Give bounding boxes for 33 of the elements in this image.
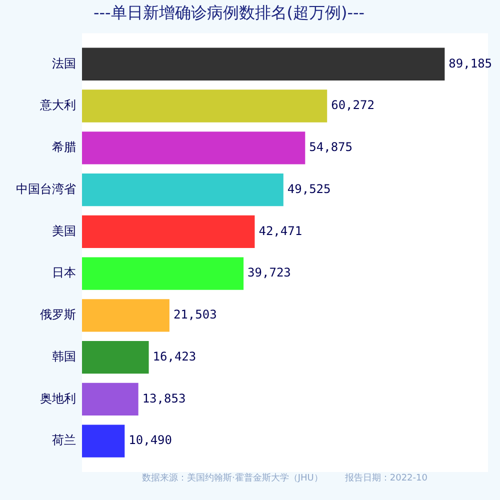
bar	[82, 340, 149, 374]
bar	[82, 424, 125, 458]
bar	[82, 173, 284, 206]
y-tick-label: 韩国	[52, 349, 76, 364]
data-label: 13,853	[142, 391, 186, 406]
data-label: 60,272	[331, 98, 374, 112]
chart-title: ---单日新增确诊病例数排名(超万例)---	[93, 2, 365, 22]
y-tick-label: 中国台湾省	[16, 182, 76, 196]
source-note: 数据来源：美国约翰斯·霍普金斯大学（JHU）	[142, 472, 323, 484]
text: 报告日期：2022-10	[344, 472, 428, 484]
bar	[82, 382, 138, 416]
data-label: 16,423	[152, 349, 196, 364]
y-tick-label: 意大利	[39, 98, 76, 112]
y-tick-label: 荷兰	[52, 433, 76, 448]
data-label: 39,723	[248, 266, 291, 280]
y-tick-label: 俄罗斯	[40, 308, 76, 322]
y-tick-label: 日本	[52, 266, 76, 280]
bar	[82, 215, 255, 248]
y-tick-label: 希腊	[52, 140, 76, 154]
bar	[82, 90, 328, 122]
bar	[82, 299, 170, 332]
data-label: 54,875	[309, 140, 353, 154]
bar	[82, 48, 445, 80]
bar	[82, 132, 306, 164]
data-label: 10,490	[128, 433, 172, 448]
y-tick-label: 美国	[52, 224, 76, 238]
data-label: 49,525	[287, 182, 331, 196]
y-tick-label: 法国	[52, 56, 76, 70]
y-tick-label: 奥地利	[40, 391, 76, 406]
data-label: 21,503	[173, 308, 217, 322]
bar	[82, 257, 244, 290]
data-label: 42,471	[258, 224, 302, 238]
data-label: 89,185	[448, 56, 492, 70]
